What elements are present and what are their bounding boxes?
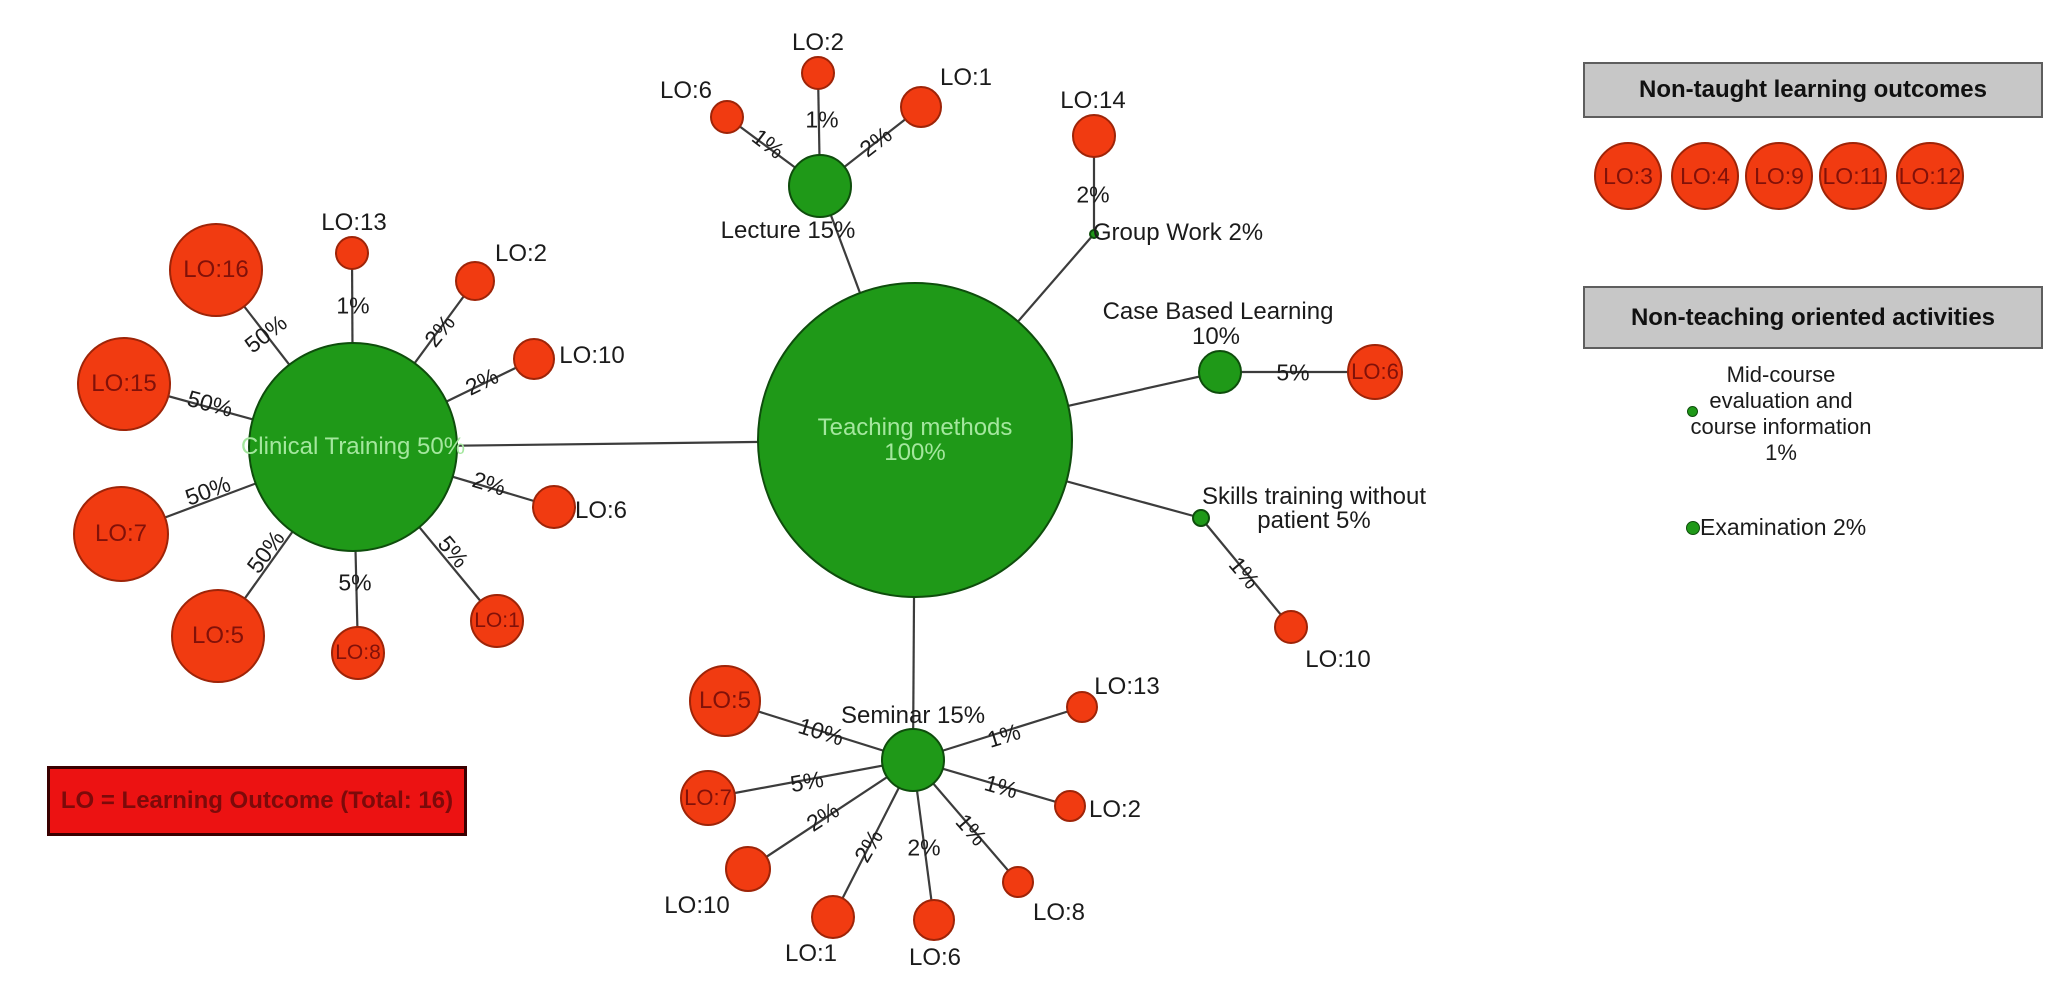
skills-label-line2: patient 5% — [1257, 507, 1371, 534]
clinical-training-node-label: Clinical Training 50% — [240, 433, 466, 461]
ct-lo2-label: LO:2 — [494, 240, 548, 267]
ct-lo10-label: LO:10 — [559, 342, 625, 369]
skills-lo10-node — [1274, 610, 1308, 644]
ct-lo15-node-label: LO:15 — [91, 370, 157, 398]
ct-lo1-node-label: LO:1 — [474, 608, 520, 632]
seminar-lo7-node-label: LO:7 — [684, 785, 732, 811]
lecture-lo1-node — [900, 86, 942, 128]
seminar-lo5-node: LO:5 — [689, 665, 761, 737]
group-work-node — [1089, 229, 1099, 239]
seminar-lo2-label: LO:2 — [1088, 796, 1142, 823]
non-teaching-panel-title: Non-teaching oriented activities — [1630, 303, 1996, 331]
seminar-lo6-label: LO:6 — [908, 944, 962, 971]
ct-lo6-label: LO:6 — [574, 497, 628, 524]
ct-lo5-node-label: LO:5 — [191, 622, 245, 650]
mid-course-dot — [1687, 406, 1698, 417]
edge-line — [747, 759, 914, 870]
ct-lo8-node: LO:8 — [331, 626, 385, 680]
lo-definition-text: LO = Learning Outcome (Total: 16) — [60, 787, 454, 814]
cbl-lo6-node-label: LO:6 — [1351, 359, 1399, 385]
mid-course-line-2: evaluation and — [1709, 388, 1853, 413]
non-taught-lo9-node: LO:9 — [1745, 142, 1813, 210]
seminar-lo2-node — [1054, 790, 1086, 822]
cbl-label-line1: Case Based Learning — [1102, 298, 1334, 325]
groupwork-lo14-pct: 2% — [1076, 181, 1110, 208]
ct-lo15-node: LO:15 — [77, 337, 171, 431]
non-taught-lo12-node-label: LO:12 — [1898, 162, 1962, 189]
seminar-lo7-pct: 5% — [788, 765, 826, 798]
mid-course-line-4: 1% — [1765, 440, 1797, 465]
group-work-label: Group Work 2% — [1092, 219, 1264, 246]
clinical-training-node: Clinical Training 50% — [241, 342, 465, 552]
cbl-label-line2: 10% — [1191, 323, 1241, 350]
lecture-lo2-label: LO:2 — [791, 29, 845, 56]
non-taught-lo3-node: LO:3 — [1594, 142, 1662, 210]
ct-lo13-label: LO:13 — [321, 209, 387, 236]
lecture-label: Lecture 15% — [720, 217, 856, 244]
ct-lo7-node: LO:7 — [73, 486, 169, 582]
cbl-lo6-node: LO:6 — [1347, 344, 1403, 400]
case-based-learning-node — [1198, 350, 1242, 394]
ct-lo8-pct: 5% — [338, 569, 372, 596]
non-teaching-panel-header: Non-teaching oriented activities — [1583, 286, 2043, 349]
groupwork-lo14-node — [1072, 114, 1116, 158]
seminar-lo8-node — [1002, 866, 1034, 898]
non-taught-lo4-node-label: LO:4 — [1680, 162, 1730, 189]
seminar-lo13-node — [1066, 691, 1098, 723]
edge-line — [707, 758, 914, 800]
non-taught-lo11-node-label: LO:11 — [1822, 162, 1884, 189]
ct-lo16-node-label: LO:16 — [183, 256, 249, 284]
ct-lo6-node — [532, 485, 576, 529]
non-taught-panel-header: Non-taught learning outcomes — [1583, 62, 2043, 118]
ct-lo16-node: LO:16 — [169, 223, 263, 317]
lecture-lo6-label: LO:6 — [659, 77, 713, 104]
non-taught-lo12-node: LO:12 — [1896, 142, 1964, 210]
seminar-lo1-node — [811, 895, 855, 939]
seminar-lo5-node-label: LO:5 — [698, 687, 752, 715]
non-taught-lo4-node: LO:4 — [1671, 142, 1739, 210]
teaching-methods-node-label: Teaching methods 100% — [817, 413, 1013, 466]
skills-label-line1: Skills training without — [1201, 483, 1427, 510]
skills-lo10-label: LO:10 — [1305, 646, 1371, 673]
ct-lo1-node: LO:1 — [470, 594, 524, 648]
lo-definition-box: LO = Learning Outcome (Total: 16) — [47, 766, 467, 836]
groupwork-lo14-label: LO:14 — [1060, 87, 1126, 114]
teaching-methods-node: Teaching methods 100% — [757, 282, 1073, 598]
ct-lo13-node — [335, 236, 369, 270]
mid-course-legend-item: Mid-course evaluation and course informa… — [1691, 362, 1872, 466]
seminar-lo1-label: LO:1 — [784, 940, 838, 967]
non-taught-lo11-node: LO:11 — [1819, 142, 1887, 210]
lecture-lo2-node — [801, 56, 835, 90]
ct-lo2-node — [455, 261, 495, 301]
seminar-lo6-pct: 2% — [907, 834, 941, 861]
lecture-lo1-label: LO:1 — [939, 64, 993, 91]
non-taught-lo3-node-label: LO:3 — [1603, 162, 1653, 189]
seminar-lo7-node: LO:7 — [680, 770, 736, 826]
ct-lo13-pct: 1% — [336, 292, 370, 319]
seminar-label: Seminar 15% — [840, 702, 986, 729]
examination-legend-item: Examination 2% — [1700, 514, 1867, 540]
examination-dot — [1686, 521, 1700, 535]
seminar-node — [881, 728, 945, 792]
ct-lo7-node-label: LO:7 — [94, 520, 148, 548]
lecture-node — [788, 154, 852, 218]
ct-lo10-node — [513, 338, 555, 380]
seminar-lo10-node — [725, 846, 771, 892]
seminar-lo10-label: LO:10 — [664, 892, 730, 919]
ct-lo5-node: LO:5 — [171, 589, 265, 683]
non-taught-lo9-node-label: LO:9 — [1754, 162, 1804, 189]
skills-training-node — [1192, 509, 1210, 527]
lecture-lo6-node — [710, 100, 744, 134]
seminar-lo13-label: LO:13 — [1094, 673, 1160, 700]
seminar-lo8-label: LO:8 — [1032, 899, 1086, 926]
lecture-lo2-pct: 1% — [805, 106, 839, 133]
mid-course-line-3: course information — [1690, 414, 1872, 439]
mid-course-line-1: Mid-course — [1726, 362, 1836, 387]
cbl-lo6-pct: 5% — [1276, 359, 1310, 386]
edge-line — [1200, 517, 1292, 628]
non-taught-panel-title: Non-taught learning outcomes — [1639, 76, 1987, 103]
seminar-lo6-node — [913, 899, 955, 941]
ct-lo8-node-label: LO:8 — [335, 640, 381, 664]
